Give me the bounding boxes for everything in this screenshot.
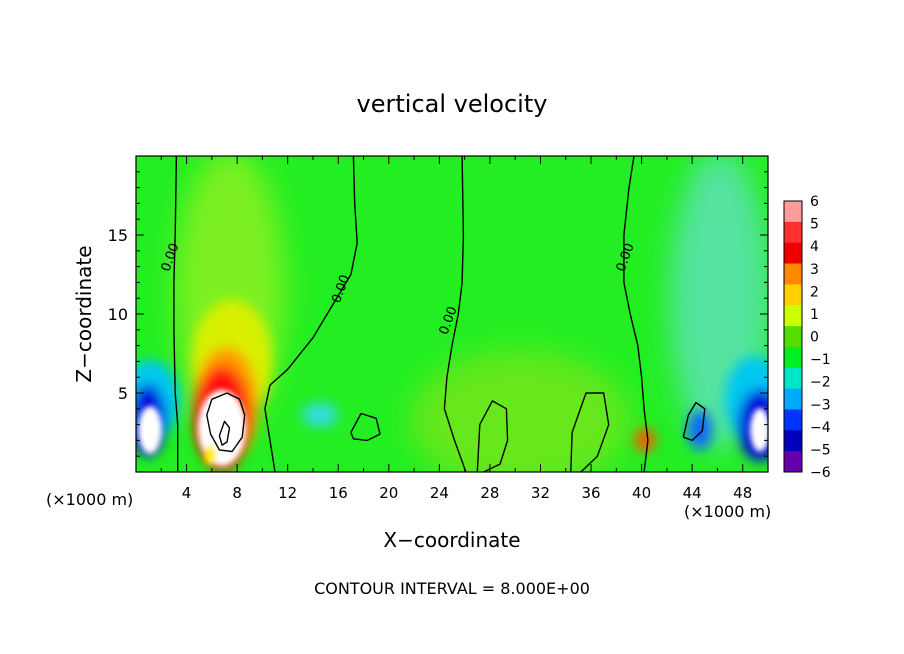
x-unit-left: (×1000 m): [46, 490, 133, 509]
colorbar-label: 5: [810, 217, 819, 233]
contour-line: [350, 412, 381, 442]
x-axis-label: X−coordinate: [383, 528, 520, 552]
contour-line: [264, 156, 358, 472]
contour-line: [476, 400, 509, 472]
chart-title: vertical velocity: [357, 90, 548, 118]
contour-line: [218, 420, 231, 446]
colorbar-swatch: [784, 221, 802, 244]
x-tick-label: 28: [480, 484, 499, 502]
x-axis: 4 8 12 16 20 24 28 32 36 40 44 48: [160, 156, 752, 502]
y-tick-label: 5: [118, 384, 128, 403]
x-tick-label: 36: [581, 484, 600, 502]
colorbar-swatch: [784, 284, 802, 306]
colorbar-label: 3: [810, 262, 819, 278]
colorbar-swatch: [784, 346, 802, 369]
x-unit-right: (×1000 m): [684, 502, 771, 521]
colorbar-swatch: [784, 367, 802, 390]
x-tick-label: 16: [329, 484, 348, 502]
colorbar-label: 4: [810, 239, 819, 255]
colorbar-label: 2: [810, 284, 819, 300]
colorbar-frame: [783, 200, 803, 473]
contour-line: [570, 392, 610, 472]
colorbar-label: −1: [810, 352, 831, 368]
y-axis-label: Z−coordinate: [72, 245, 96, 382]
x-tick-label: 24: [430, 484, 449, 502]
x-tick-label: 20: [379, 484, 398, 502]
contour-line: [682, 401, 706, 442]
plot-field: 0.000.000.000.00: [136, 156, 768, 472]
colorbar-label: 6: [810, 194, 819, 210]
contour-line: [623, 156, 649, 472]
contour-line: [443, 156, 467, 472]
contour-line: [173, 156, 179, 472]
colorbar-swatch: [784, 451, 802, 473]
x-tick-label: 12: [278, 484, 297, 502]
colorbar-label: 0: [810, 330, 819, 346]
colorbar-swatch: [784, 263, 802, 285]
colorbar-swatch: [784, 242, 802, 264]
colorbar-label: −4: [810, 420, 831, 436]
x-tick-label: 40: [632, 484, 651, 502]
x-tick-label: 44: [683, 484, 702, 502]
contour-interval: CONTOUR INTERVAL = 8.000E+00: [314, 579, 590, 598]
colorbar-swatch: [784, 305, 802, 327]
x-tick-label: 48: [733, 484, 752, 502]
colorbar-swatch: [784, 326, 802, 348]
colorbar: 6 5 4 3 2 1 0 −1 −2 −3 −4 −5 −6: [783, 194, 831, 481]
colorbar-swatch: [784, 430, 802, 452]
y-tick-label: 15: [108, 226, 128, 245]
colorbar-label: −6: [810, 465, 831, 481]
y-axis: 5 10 15: [108, 171, 768, 457]
x-tick-label: 8: [232, 484, 242, 502]
x-tick-label: 4: [182, 484, 192, 502]
colorbar-label: −5: [810, 442, 831, 458]
colorbar-swatch: [784, 409, 802, 431]
y-tick-label: 10: [108, 305, 128, 324]
colorbar-label: −2: [810, 375, 831, 391]
colorbar-swatch: [784, 201, 802, 223]
x-tick-label: 32: [531, 484, 550, 502]
colorbar-swatch: [784, 388, 802, 410]
colorbar-label: −3: [810, 397, 831, 413]
contour-line: [206, 392, 246, 453]
colorbar-label: 1: [810, 307, 819, 323]
contour-lines: [173, 156, 706, 472]
